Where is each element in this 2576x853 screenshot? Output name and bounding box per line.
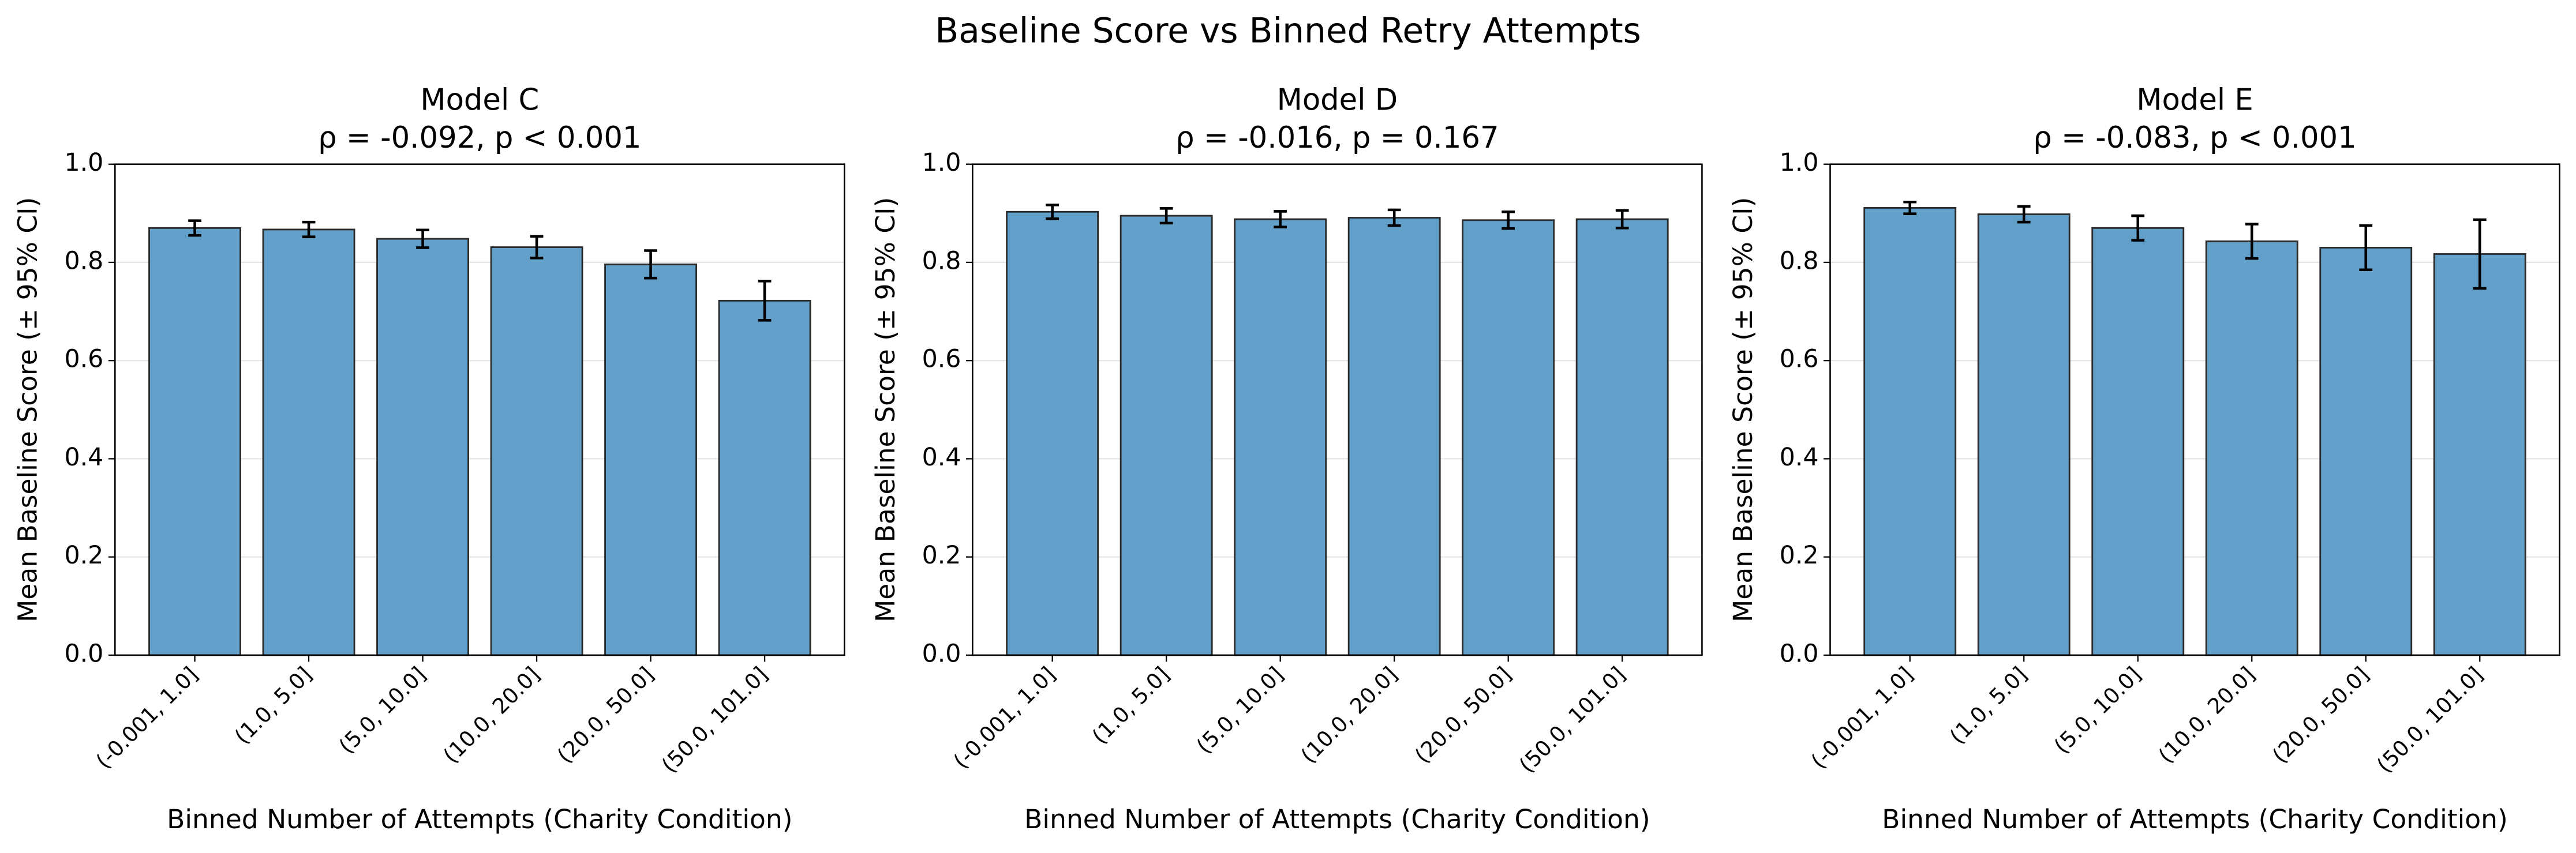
bar [1119, 215, 1213, 656]
y-tick-label: 0.8 [1780, 246, 1819, 275]
bar [490, 246, 583, 656]
x-axis-label: Binned Number of Attempts (Charity Condi… [1882, 804, 2507, 835]
y-tick-label: 0.2 [1780, 541, 1819, 570]
bar [1347, 217, 1441, 656]
y-tick-label: 0.0 [64, 639, 103, 668]
axes-frame [1829, 163, 2560, 656]
bar [262, 228, 355, 656]
y-tick-label: 0.6 [1780, 345, 1819, 374]
bar [1863, 207, 1957, 656]
figure-title: Baseline Score vs Binned Retry Attempts [935, 12, 1641, 51]
panel-subtitle: ρ = -0.016, p = 0.167 [1175, 121, 1499, 155]
panel-subtitle: ρ = -0.092, p < 0.001 [318, 121, 641, 155]
y-axis-label: Mean Baseline Score (± 95% CI) [1728, 197, 1758, 622]
bar [148, 227, 241, 656]
x-axis-label: Binned Number of Attempts (Charity Condi… [1024, 804, 1650, 835]
bar [2433, 253, 2526, 656]
y-axis-label: Mean Baseline Score (± 95% CI) [13, 197, 43, 622]
axes-frame [972, 163, 1703, 656]
panel-title: Model D [1277, 83, 1398, 118]
bar [604, 263, 697, 656]
bar [718, 299, 811, 656]
bar [1977, 213, 2070, 656]
y-tick-label: 0.4 [1780, 443, 1819, 472]
y-tick-label: 0.6 [922, 345, 961, 374]
panel-title: Model C [420, 83, 539, 118]
bar [1234, 218, 1327, 656]
panel-subtitle: ρ = -0.083, p < 0.001 [2033, 121, 2356, 155]
y-tick-label: 0.2 [922, 541, 961, 570]
bar [1575, 218, 1669, 656]
y-tick-label: 1.0 [1780, 148, 1819, 177]
bar [1462, 219, 1555, 656]
bar [2091, 227, 2185, 656]
bar [1006, 211, 1099, 656]
y-tick-label: 0.0 [1780, 639, 1819, 668]
bar [2205, 240, 2298, 656]
y-tick-label: 0.8 [922, 246, 961, 275]
y-tick-label: 0.8 [64, 246, 103, 275]
y-tick-label: 0.2 [64, 541, 103, 570]
y-tick-label: 1.0 [64, 148, 103, 177]
y-tick-label: 1.0 [922, 148, 961, 177]
panel-title: Model E [2136, 83, 2253, 118]
y-tick-label: 0.4 [64, 443, 103, 472]
y-tick-label: 0.0 [922, 639, 961, 668]
y-tick-label: 0.4 [922, 443, 961, 472]
bar [2319, 246, 2413, 656]
axes-frame [114, 163, 845, 656]
y-axis-label: Mean Baseline Score (± 95% CI) [870, 197, 901, 622]
bar [376, 238, 469, 656]
x-axis-label: Binned Number of Attempts (Charity Condi… [167, 804, 792, 835]
y-tick-label: 0.6 [64, 345, 103, 374]
